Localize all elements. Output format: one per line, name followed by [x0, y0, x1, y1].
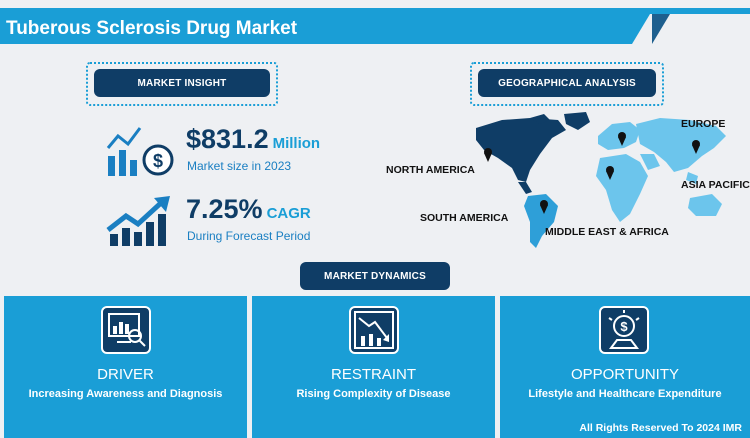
- driver-text: Increasing Awareness and Diagnosis: [28, 388, 223, 400]
- title-slant-dark: [652, 14, 670, 44]
- cagr-caption: During Forecast Period: [187, 229, 311, 243]
- restraint-panel: RESTRAINT Rising Complexity of Disease: [252, 296, 495, 438]
- world-map: [440, 110, 730, 250]
- restraint-heading: RESTRAINT: [330, 366, 416, 383]
- market-insight-pill: MARKET INSIGHT: [94, 69, 270, 97]
- opportunity-heading: OPPORTUNITY: [570, 366, 680, 383]
- market-size-value: $831.2 Million: [186, 124, 321, 154]
- analytics-icon: [101, 306, 151, 354]
- region-europe: EUROPE: [681, 118, 726, 130]
- opportunity-panel: $ OPPORTUNITY Lifestyle and Healthcare E…: [500, 296, 750, 438]
- opportunity-text: Lifestyle and Healthcare Expenditure: [528, 388, 722, 400]
- title-slant: [632, 14, 650, 44]
- footer-copyright: All Rights Reserved To 2024 IMR: [579, 422, 742, 434]
- market-size-caption: Market size in 2023: [187, 159, 292, 173]
- geo-frame: [470, 62, 664, 106]
- page-title: Tuberous Sclerosis Drug Market: [6, 18, 298, 39]
- region-south-america: SOUTH AMERICA: [420, 212, 509, 224]
- top-strip: [0, 8, 750, 14]
- declining-chart-icon: [349, 306, 399, 354]
- title-bar: Tuberous Sclerosis Drug Market: [0, 14, 632, 44]
- market-insight-frame: [86, 62, 278, 106]
- growth-chart-icon: [104, 194, 176, 248]
- money-bulb-icon: $: [599, 306, 649, 354]
- restraint-text: Rising Complexity of Disease: [296, 388, 451, 400]
- driver-heading: DRIVER: [97, 366, 154, 383]
- svg-text:$: $: [153, 151, 163, 171]
- market-size-unit: Million: [272, 135, 321, 152]
- region-asia-pacific: ASIA PACIFIC: [681, 179, 750, 191]
- market-dynamics-pill: MARKET DYNAMICS: [300, 262, 450, 290]
- svg-text:$: $: [620, 319, 628, 334]
- market-size-icon: $: [104, 122, 176, 180]
- driver-panel: DRIVER Increasing Awareness and Diagnosi…: [4, 296, 247, 438]
- region-middle-east-africa: MIDDLE EAST & AFRICA: [545, 226, 669, 238]
- region-north-america: NORTH AMERICA: [386, 164, 475, 176]
- cagr-unit: CAGR: [266, 205, 311, 222]
- cagr-value: 7.25% CAGR: [186, 194, 311, 224]
- geo-pill: GEOGRAPHICAL ANALYSIS: [478, 69, 656, 97]
